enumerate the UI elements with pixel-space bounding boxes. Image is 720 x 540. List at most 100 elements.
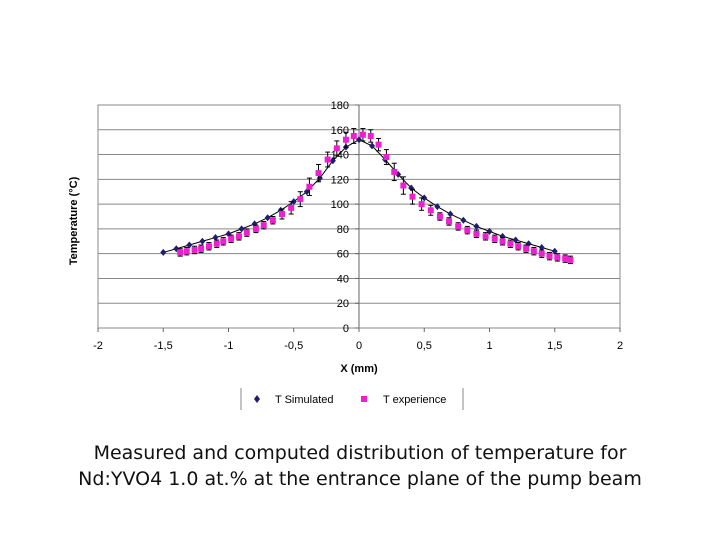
experience-point (491, 235, 498, 242)
simulated-point (225, 230, 232, 238)
experience-point (473, 230, 480, 237)
experience-point (198, 245, 205, 252)
experience-point (342, 136, 349, 143)
series-t-experience (177, 128, 574, 265)
experience-point (306, 183, 313, 190)
experience-point (427, 207, 434, 214)
x-tick-label: 1,5 (547, 340, 562, 352)
legend: T Simulated T experience (240, 388, 464, 410)
experience-point (177, 249, 184, 256)
experience-point (243, 229, 250, 236)
simulated-point (264, 214, 271, 222)
experience-point (391, 168, 398, 175)
y-tick-label: 120 (331, 174, 349, 186)
simulated-point (434, 203, 441, 211)
experience-point (383, 154, 390, 161)
legend-label-simulated: T Simulated (275, 394, 334, 406)
experience-point (269, 217, 276, 224)
figure-caption: Measured and computed distribution of te… (0, 440, 720, 492)
legend-square-marker (361, 396, 367, 402)
y-axis-title: Temperature (°C) (68, 176, 80, 265)
simulated-point (551, 247, 558, 255)
simulated-point (199, 237, 206, 245)
simulated-point (460, 216, 467, 224)
y-tick-label: 60 (337, 249, 349, 261)
simulated-point (186, 241, 193, 249)
simulated-point (238, 225, 245, 233)
x-tick-label: -1,5 (154, 340, 173, 352)
simulated-point (160, 248, 167, 256)
experience-point (523, 245, 530, 252)
legend-diamond-marker (254, 395, 260, 403)
experience-point (235, 233, 242, 240)
experience-point (538, 250, 545, 257)
simulated-point (369, 142, 376, 150)
experience-point (554, 254, 561, 261)
x-tick-label: -2 (93, 340, 103, 352)
experience-point (324, 156, 331, 163)
experience-point (260, 222, 267, 229)
experience-point (297, 196, 304, 203)
experience-point (191, 246, 198, 253)
experience-point (455, 223, 462, 230)
caption-line-2: Nd:YVO4 1.0 at.% at the entrance plane o… (78, 468, 642, 490)
experience-point (567, 256, 574, 263)
experience-point (359, 131, 366, 138)
legend-label-experience: T experience (383, 394, 446, 406)
experience-point (546, 253, 553, 260)
experience-point (228, 235, 235, 242)
y-tick-label: 20 (337, 298, 349, 310)
simulated-point (329, 157, 336, 165)
simulated-point (473, 222, 480, 230)
y-tick-label: 160 (331, 125, 349, 137)
x-tick-label: -1 (224, 340, 234, 352)
experience-point (367, 132, 374, 139)
y-tick-label: 0 (343, 323, 349, 335)
experience-point (530, 248, 537, 255)
simulated-point (303, 188, 310, 196)
experience-point (183, 248, 190, 255)
x-axis-title: X (mm) (340, 363, 378, 375)
simulated-point (486, 227, 493, 235)
temperature-chart: 0 20 40 60 80 100 120 140 160 180 -2 -1,5 -1 -0,5 0 0,5… (68, 100, 623, 410)
x-tick-label: 1 (486, 340, 492, 352)
experience-point (515, 243, 522, 250)
x-tick-label: -0,5 (284, 340, 303, 352)
experience-point (333, 145, 340, 152)
experience-point (213, 240, 220, 247)
experience-point (436, 213, 443, 220)
y-tick-label: 40 (337, 273, 349, 285)
x-tick-label: 0,5 (417, 340, 432, 352)
simulated-point (212, 234, 219, 242)
experience-point (288, 204, 295, 211)
experience-point (482, 233, 489, 240)
tick-labels: 0 20 40 60 80 100 120 140 160 180 -2 -1,5 -1 -0,5 0 0,5… (93, 100, 623, 352)
simulated-point (538, 243, 545, 251)
x-tick-label: 2 (617, 340, 623, 352)
experience-point (562, 255, 569, 262)
y-tick-label: 140 (331, 150, 349, 162)
experience-point (205, 243, 212, 250)
y-tick-label: 180 (331, 100, 349, 112)
y-tick-label: 100 (331, 199, 349, 211)
experience-point (418, 201, 425, 208)
simulated-point (447, 210, 454, 218)
simulated-point (499, 232, 506, 240)
experience-point (507, 240, 514, 247)
caption-line-1: Measured and computed distribution of te… (93, 442, 627, 464)
experience-point (409, 193, 416, 200)
simulated-point (356, 136, 362, 144)
experience-point (464, 227, 471, 234)
experience-point (315, 170, 322, 177)
experience-point (375, 141, 382, 148)
experience-point (252, 225, 259, 232)
x-tick-label: 0 (356, 340, 362, 352)
experience-point (279, 211, 286, 218)
experience-point (220, 238, 227, 245)
experience-point (350, 132, 357, 139)
y-tick-label: 80 (337, 224, 349, 236)
simulated-point (525, 240, 532, 248)
experience-point (499, 238, 506, 245)
experience-point (400, 182, 407, 189)
simulated-point (290, 198, 297, 206)
